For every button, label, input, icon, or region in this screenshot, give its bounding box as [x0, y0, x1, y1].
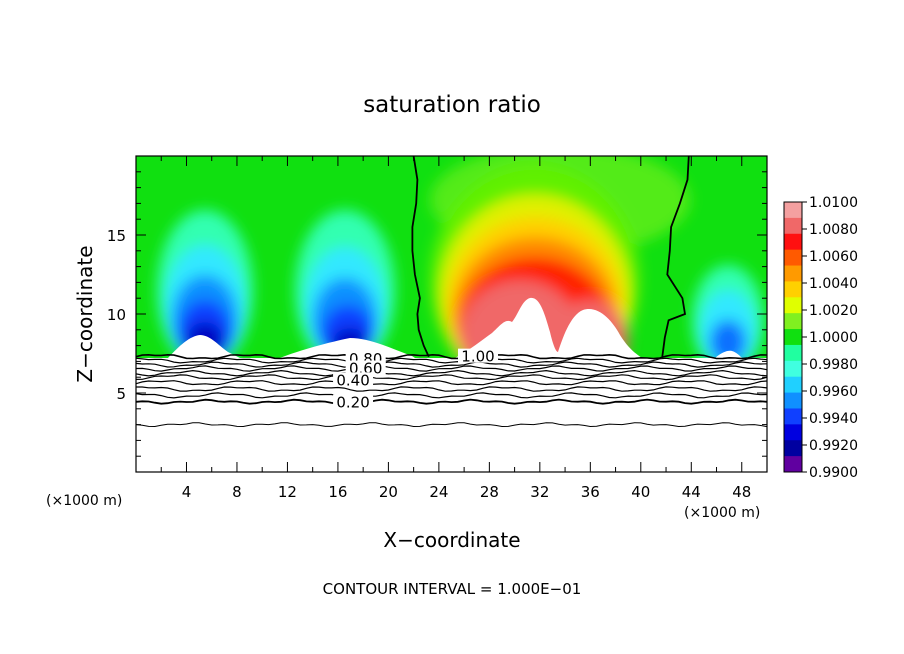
colorbar-swatch	[784, 376, 802, 394]
white-hole-4	[715, 350, 742, 358]
colorbar-swatch	[784, 344, 802, 362]
x-tick-label: 28	[480, 483, 499, 501]
saturation-boundary-right	[661, 156, 690, 357]
x-axis-ticks: 4 8 12 16 20 24 28 32 36 40 44 48	[160, 156, 768, 501]
contour-label: 1.00	[461, 348, 494, 366]
contour-line-6	[136, 374, 767, 381]
contour-line-8	[136, 386, 767, 392]
contour-label: 0.40	[336, 371, 369, 389]
colorbar-swatch	[784, 249, 802, 267]
x-tick-label: 40	[631, 483, 650, 501]
colorbar-swatch	[784, 233, 802, 251]
contour-interval-note: CONTOUR INTERVAL = 1.000E−01	[323, 580, 582, 598]
x-tick-label: 8	[232, 483, 242, 501]
colorbar-label: 0.9920	[809, 438, 858, 454]
x-tick-label: 4	[182, 483, 192, 501]
x-axis-label: X−coordinate	[383, 528, 520, 552]
y-tick-label: 10	[107, 306, 126, 324]
colorbar: 1.0100 1.0080 1.0060 1.0040 1.0020 1.0000 0.99…	[783, 195, 858, 481]
contour-line-1	[136, 353, 767, 360]
contour-label-bg	[345, 360, 386, 375]
colorbar-label: 1.0020	[809, 303, 858, 319]
contour-line-2	[136, 357, 767, 364]
contour-line-10	[136, 398, 767, 405]
colorbar-swatch	[784, 440, 802, 457]
y-axis-ticks: 5 10 15	[107, 171, 767, 457]
colorbar-label: 1.0040	[809, 276, 858, 292]
colorbar-label: 0.9900	[809, 465, 858, 481]
colorbar-swatch	[784, 265, 802, 282]
colorbar-label: 1.0080	[809, 222, 858, 238]
colorbar-swatch	[784, 217, 802, 235]
x-tick-label: 20	[379, 483, 398, 501]
contour-line-9	[136, 392, 767, 399]
x-tick-label: 12	[278, 483, 297, 501]
colorbar-swatch	[784, 313, 802, 330]
colorbar-label: 0.9980	[809, 357, 858, 373]
colorbar-swatch	[784, 424, 802, 441]
x-tick-label: 32	[530, 483, 549, 501]
x-tick-label: 44	[682, 483, 701, 501]
contour-line-3	[136, 361, 767, 368]
colorbar-swatch	[784, 456, 802, 473]
colorbar-swatch	[784, 360, 802, 378]
x-tick-label: 24	[429, 483, 448, 501]
colorbar-label: 1.0000	[809, 330, 858, 346]
contour-label-bg	[333, 394, 374, 409]
x-tick-label: 16	[328, 483, 347, 501]
heatmap-field	[136, 156, 767, 358]
colorbar-label: 0.9940	[809, 411, 858, 427]
white-hole-1	[168, 335, 240, 358]
contour-labels: 0.800.600.400.201.00	[333, 348, 499, 411]
colorbar-label: 1.0060	[809, 249, 858, 265]
colorbar-label: 0.9960	[809, 384, 858, 400]
contour-lines	[136, 156, 767, 428]
x-tick-label: 36	[581, 483, 600, 501]
y-tick-label: 15	[107, 227, 126, 245]
contour-label: 0.20	[336, 393, 369, 411]
contour-line-5	[136, 369, 767, 377]
saturation-boundary-left	[411, 156, 430, 358]
colorbar-swatch	[784, 329, 802, 346]
colorbar-label: 1.0100	[809, 195, 858, 211]
colorbar-swatch	[784, 281, 802, 298]
contour-label-bg	[333, 372, 374, 387]
contour-line-7	[136, 380, 767, 386]
y-axis-label: Z−coordinate	[73, 245, 97, 382]
chart-title: saturation ratio	[363, 92, 541, 118]
contour-line-4	[136, 365, 767, 372]
colorbar-swatch	[784, 392, 802, 409]
colorbar-swatch	[784, 297, 802, 314]
y-tick-label: 5	[116, 385, 126, 403]
x-tick-label: 48	[732, 483, 751, 501]
contour-line-11	[136, 422, 767, 428]
x-unit-left: (×1000 m)	[46, 493, 122, 509]
contour-label-bg	[458, 348, 499, 363]
white-hole-3	[455, 297, 642, 358]
colorbar-swatch	[784, 202, 802, 219]
x-unit-right: (×1000 m)	[684, 505, 760, 521]
colorbar-swatch	[784, 408, 802, 425]
